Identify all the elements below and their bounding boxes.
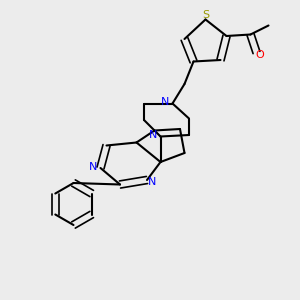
Text: S: S bbox=[202, 10, 209, 20]
Text: N: N bbox=[148, 177, 157, 188]
Text: N: N bbox=[149, 130, 157, 140]
Text: N: N bbox=[161, 97, 169, 107]
Text: O: O bbox=[256, 50, 265, 60]
Text: N: N bbox=[89, 161, 97, 172]
